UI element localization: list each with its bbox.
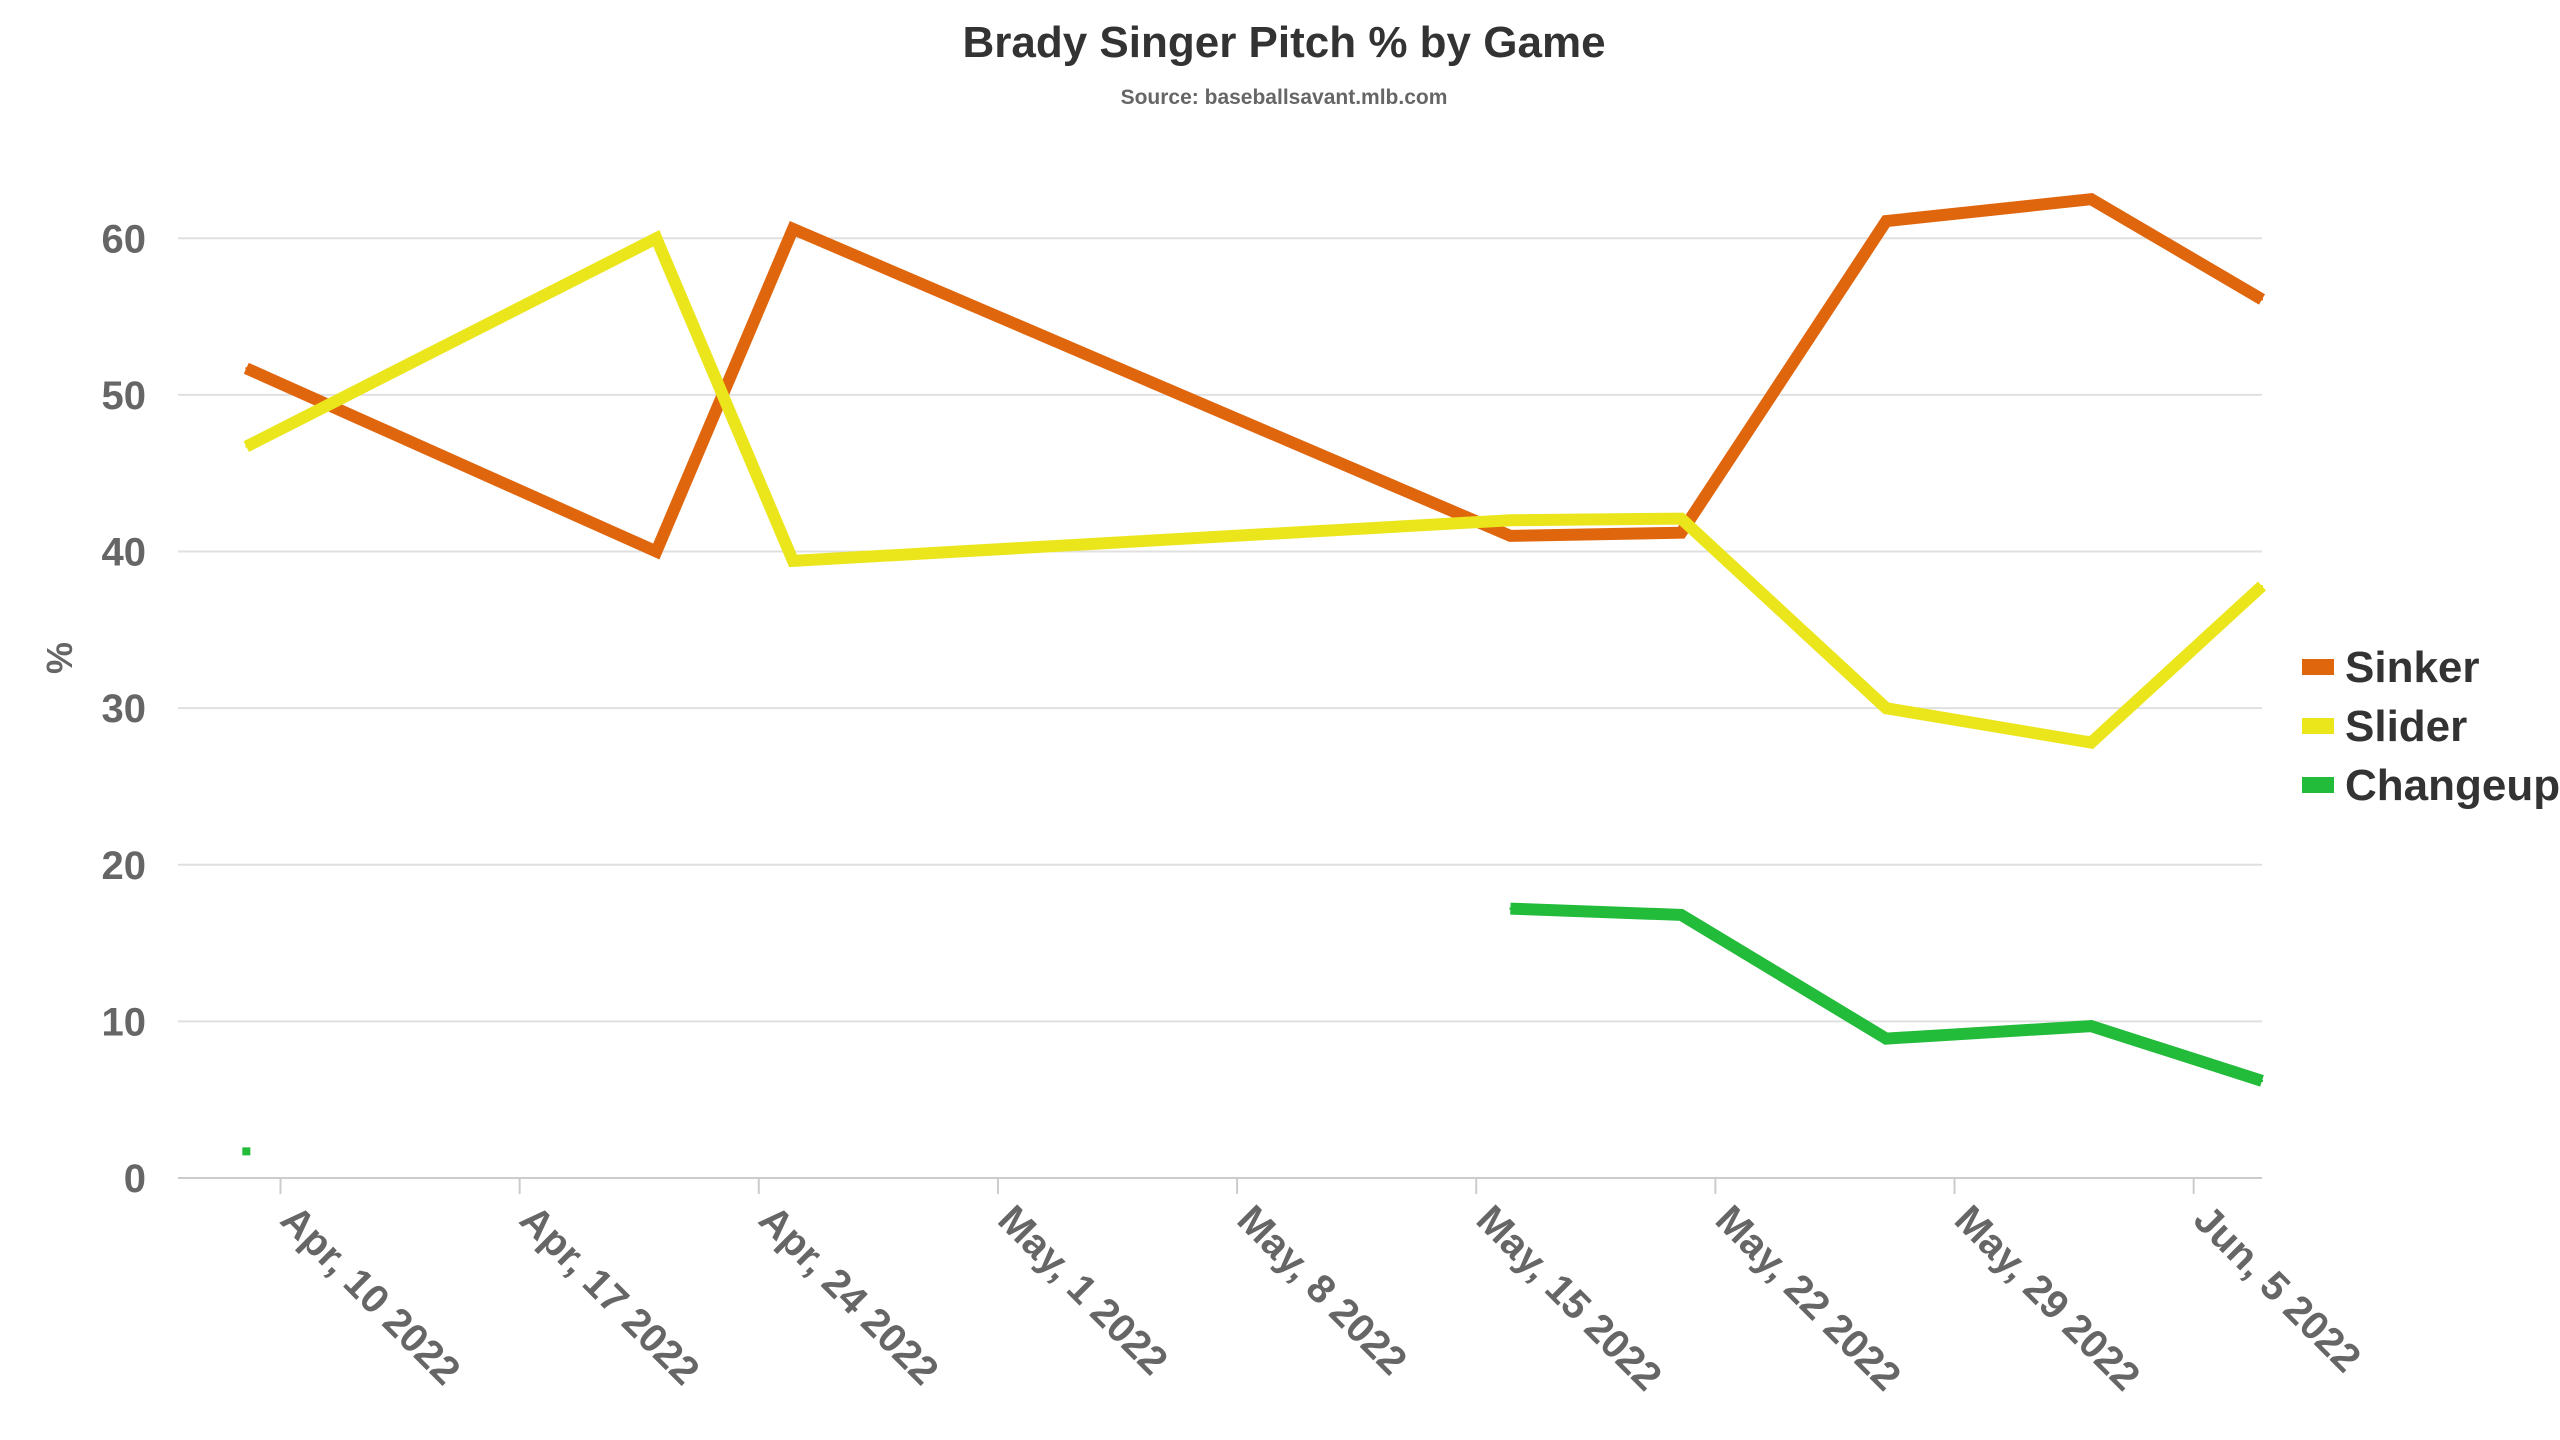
x-tick-label: May, 15 2022 [1468,1197,1670,1399]
data-point [245,445,248,448]
data-point [1680,517,1683,520]
gridlines [178,237,2262,1023]
y-tick-label: 20 [102,844,147,888]
y-tick-label: 60 [102,217,147,261]
legend-swatch-slider [2302,718,2334,734]
series-slider [243,230,2267,750]
legend-label-slider: Slider [2345,702,2467,751]
series-lines [242,193,2267,1156]
y-axis: 0 10 20 30 40 50 60 [102,217,147,1201]
data-point [655,237,658,240]
data-point [1509,907,1512,910]
x-tick-label: Apr, 24 2022 [750,1197,946,1393]
chart-subtitle: Source: baseballsavant.mlb.com [1121,86,1448,109]
legend-label-changeup: Changeup [2345,761,2560,810]
legend-label-sinker: Sinker [2345,643,2480,692]
x-axis: Apr, 10 2022 Apr, 17 2022 Apr, 24 2022 May,… [272,1178,2369,1399]
series-line-slider [243,230,2267,750]
y-axis-title: % [39,642,80,674]
chart-title: Brady Singer Pitch % by Game [962,18,1605,67]
data-point [791,227,794,230]
data-point [242,1147,251,1156]
series-changeup [242,902,2264,1156]
legend: Sinker Slider Changeup [2302,643,2560,810]
series-line-sinker [243,193,2266,560]
x-tick-label: Jun, 5 2022 [2185,1197,2369,1381]
data-point [1680,531,1683,534]
data-point [2090,198,2093,201]
data-point [1509,534,1512,537]
x-tick-label: May, 1 2022 [990,1197,1176,1383]
y-tick-label: 50 [102,374,147,418]
data-point [655,550,658,553]
data-point [791,559,794,562]
x-tick-label: May, 22 2022 [1707,1197,1909,1399]
data-point [2261,298,2263,301]
x-tick-label: May, 29 2022 [1946,1197,2148,1399]
data-point [2090,741,2093,744]
data-point [1509,519,1512,522]
data-point [2261,1079,2263,1082]
data-point [2261,584,2263,587]
legend-swatch-sinker [2302,659,2334,675]
y-tick-label: 10 [102,1000,147,1044]
series-line-changeup [1510,902,2264,1087]
data-point [1885,1037,1888,1040]
data-point [1680,913,1683,916]
x-tick-label: Apr, 17 2022 [511,1197,707,1393]
legend-swatch-changeup [2302,777,2334,793]
x-tick-label: Apr, 10 2022 [272,1197,468,1393]
series-sinker [243,193,2266,560]
y-tick-label: 40 [102,531,147,575]
data-point [1885,707,1888,710]
data-point [1885,220,1888,223]
y-tick-label: 0 [124,1157,146,1201]
data-point [245,367,248,370]
data-point [2090,1025,2093,1028]
x-tick-label: May, 8 2022 [1229,1197,1415,1383]
y-tick-label: 30 [102,687,147,731]
